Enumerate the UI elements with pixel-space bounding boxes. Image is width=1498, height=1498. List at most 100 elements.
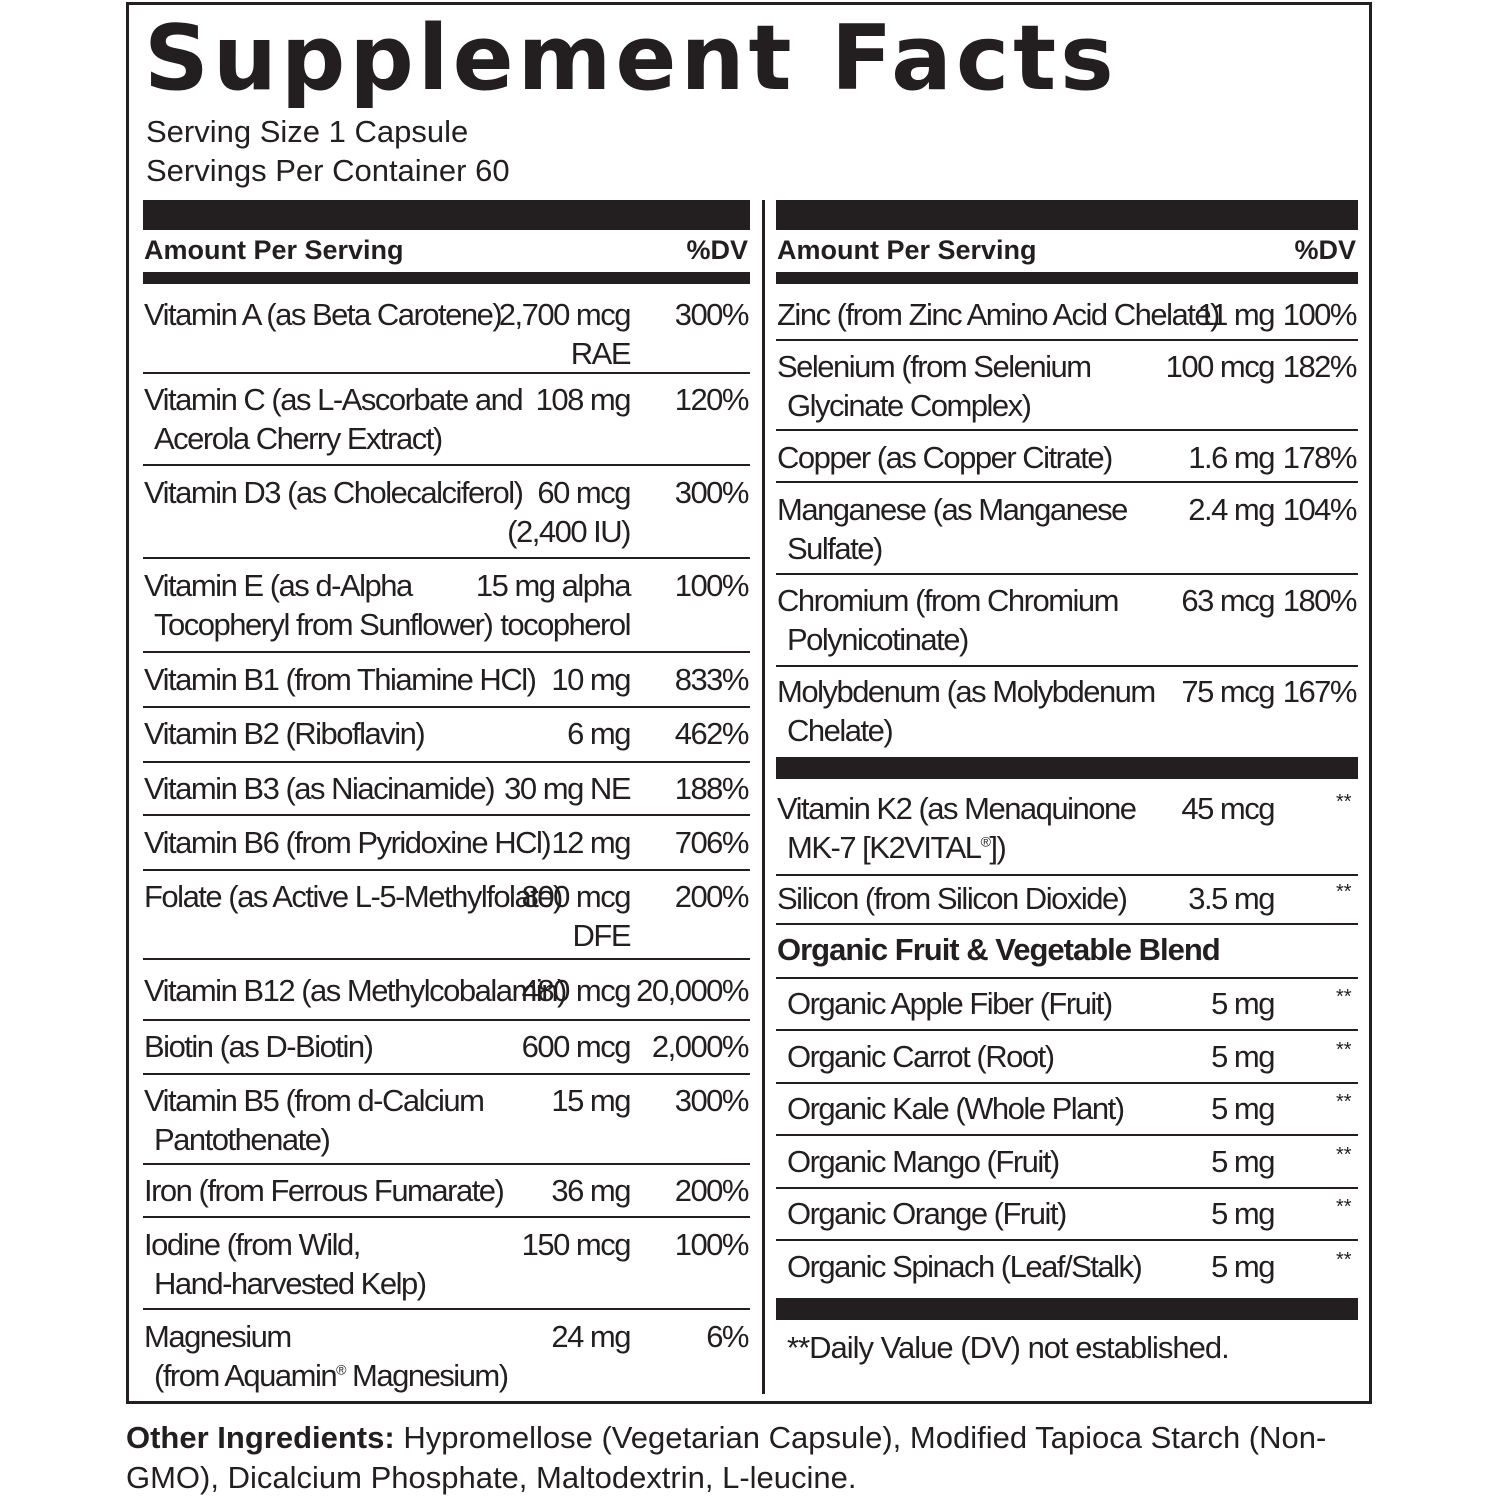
nutrient-name: Vitamin D3 (as Cholecalciferol) — [144, 475, 524, 510]
nutrient-amount: 150 mcg — [521, 1227, 632, 1262]
nutrient-amount: 36 mg — [551, 1173, 631, 1208]
daily-value-footnote: **Daily Value (DV) not established. — [787, 1330, 1230, 1365]
nutrient-name: Iodine (from Wild, — [144, 1227, 361, 1262]
nutrient-name: Silicon (from Silicon Dioxide) — [777, 881, 1128, 916]
nutrient-dv: ** — [1336, 881, 1352, 903]
row-divider — [143, 958, 750, 960]
nutrient-amount: 63 mcg — [1181, 583, 1275, 618]
nutrient-name: Vitamin E (as d-Alpha — [144, 568, 413, 603]
column-divider — [762, 200, 765, 1394]
right-medium-bar — [776, 272, 1358, 284]
blend-ingredient-dv: ** — [1336, 1039, 1352, 1061]
blend-ingredient-amount: 5 mg — [1211, 986, 1275, 1021]
nutrient-name-cont: Sulfate) — [787, 531, 883, 566]
right-thick-bar — [776, 200, 1358, 230]
nutrient-amount: 2.4 mg — [1188, 492, 1275, 527]
nutrient-name: Manganese (as Manganese — [777, 492, 1128, 527]
other-ingredients-label: Other Ingredients: — [126, 1420, 395, 1455]
nutrient-name: Copper (as Copper Citrate) — [777, 440, 1113, 475]
nutrient-name: Vitamin A (as Beta Carotene) — [144, 297, 503, 332]
nutrient-amount: 12 mg — [551, 825, 631, 860]
nutrient-amount: 10 mg — [551, 662, 631, 697]
nutrient-amount: 2,700 mcg — [498, 297, 632, 332]
blend-ingredient-name: Organic Kale (Whole Plant) — [787, 1091, 1125, 1126]
nutrient-name: Vitamin B3 (as Niacinamide) — [144, 771, 496, 806]
nutrient-amount-cont: (2,400 IU) — [507, 514, 631, 549]
row-divider — [776, 481, 1358, 483]
left-amount-header: Amount Per Serving — [144, 235, 404, 265]
blend-ingredient-amount: 5 mg — [1211, 1249, 1275, 1284]
nutrient-amount: 15 mg alpha — [475, 568, 632, 603]
right-dv-header: %DV — [1294, 235, 1356, 265]
nutrient-name: Vitamin B5 (from d-Calcium — [144, 1083, 485, 1118]
right-amount-header: Amount Per Serving — [777, 235, 1037, 265]
row-divider — [143, 1019, 750, 1021]
nutrient-dv: 104% — [1282, 492, 1358, 527]
nutrient-name: Vitamin B2 (Riboflavin) — [144, 716, 426, 751]
nutrient-dv: 167% — [1282, 674, 1358, 709]
nutrient-dv: 120% — [674, 382, 750, 417]
nutrient-name-cont: (from Aquamin® Magnesium) — [154, 1358, 509, 1393]
nutrient-name-cont: Acerola Cherry Extract) — [154, 421, 443, 456]
blend-ingredient-name: Organic Mango (Fruit) — [787, 1144, 1060, 1179]
nutrient-amount: 24 mg — [551, 1319, 631, 1354]
nutrient-amount: 45 mcg — [1181, 791, 1275, 826]
nutrient-name-cont: Pantothenate) — [154, 1122, 331, 1157]
nutrient-name: Biotin (as D-Biotin) — [144, 1029, 374, 1064]
nutrient-amount: 11 mg — [1197, 297, 1276, 332]
other-ingredients-text: Hypromellose (Vegetarian Capsule), Modif… — [126, 1420, 1327, 1495]
left-medium-bar — [143, 272, 750, 284]
nutrient-dv: 300% — [674, 475, 750, 510]
blend-title: Organic Fruit & Vegetable Blend — [777, 932, 1221, 967]
row-divider — [776, 1187, 1358, 1189]
nutrient-name: Zinc (from Zinc Amino Acid Chelate) — [777, 297, 1220, 332]
row-divider — [776, 923, 1358, 925]
right-bottom-bar — [776, 1298, 1358, 1320]
row-divider — [776, 1082, 1358, 1084]
nutrient-amount: 30 mg NE — [504, 771, 631, 806]
nutrient-amount: 75 mcg — [1181, 674, 1275, 709]
nutrient-dv: 188% — [674, 771, 750, 806]
nutrient-dv: 200% — [674, 879, 750, 914]
nutrient-name: Vitamin K2 (as Menaquinone — [777, 791, 1137, 826]
nutrient-dv: 300% — [674, 297, 750, 332]
nutrient-name: Vitamin B12 (as Methylcobalamin) — [144, 973, 567, 1008]
nutrient-name-cont: MK-7 [K2VITAL®]) — [787, 830, 1007, 865]
blend-ingredient-name: Organic Carrot (Root) — [787, 1039, 1055, 1074]
blend-ingredient-amount: 5 mg — [1211, 1196, 1275, 1231]
row-divider — [776, 1029, 1358, 1031]
servings-per-container: Servings Per Container 60 — [146, 153, 510, 188]
row-divider — [776, 573, 1358, 575]
nutrient-dv: 100% — [674, 568, 750, 603]
row-divider — [776, 977, 1358, 979]
nutrient-dv: 180% — [1282, 583, 1358, 618]
nutrient-name: Chromium (from Chromium — [777, 583, 1119, 618]
blend-ingredient-dv: ** — [1336, 1144, 1352, 1166]
nutrient-name: Selenium (from Selenium — [777, 349, 1092, 384]
nutrient-name-cont: Tocopheryl from Sunflower) — [154, 607, 494, 642]
nutrient-name-cont: Hand-harvested Kelp) — [154, 1266, 427, 1301]
nutrient-name-cont: Chelate) — [787, 713, 894, 748]
blend-ingredient-name: Organic Spinach (Leaf/Stalk) — [787, 1249, 1143, 1284]
blend-ingredient-name: Organic Apple Fiber (Fruit) — [787, 986, 1113, 1021]
other-ingredients: Other Ingredients: Hypromellose (Vegetar… — [126, 1418, 1366, 1498]
row-divider — [776, 665, 1358, 667]
nutrient-dv: 2,000% — [651, 1029, 750, 1064]
row-divider — [776, 874, 1358, 876]
row-divider — [776, 1134, 1358, 1136]
nutrient-amount: 800 mcg — [521, 879, 632, 914]
row-divider — [143, 814, 750, 816]
nutrient-name-cont: Glycinate Complex) — [787, 388, 1032, 423]
row-divider — [143, 869, 750, 871]
nutrient-amount: 1.6 mg — [1188, 440, 1275, 475]
nutrient-name: Magnesium — [144, 1319, 292, 1354]
left-dv-header: %DV — [686, 235, 748, 265]
nutrient-amount: 108 mg — [535, 382, 632, 417]
supplement-facts-panel — [126, 2, 1372, 1404]
serving-size: Serving Size 1 Capsule — [146, 114, 469, 149]
nutrient-name: Iron (from Ferrous Fumarate) — [144, 1173, 505, 1208]
nutrient-dv: 462% — [674, 716, 750, 751]
nutrient-name-cont: Polynicotinate) — [787, 622, 969, 657]
nutrient-name: Molybdenum (as Molybdenum — [777, 674, 1156, 709]
row-divider — [143, 557, 750, 559]
